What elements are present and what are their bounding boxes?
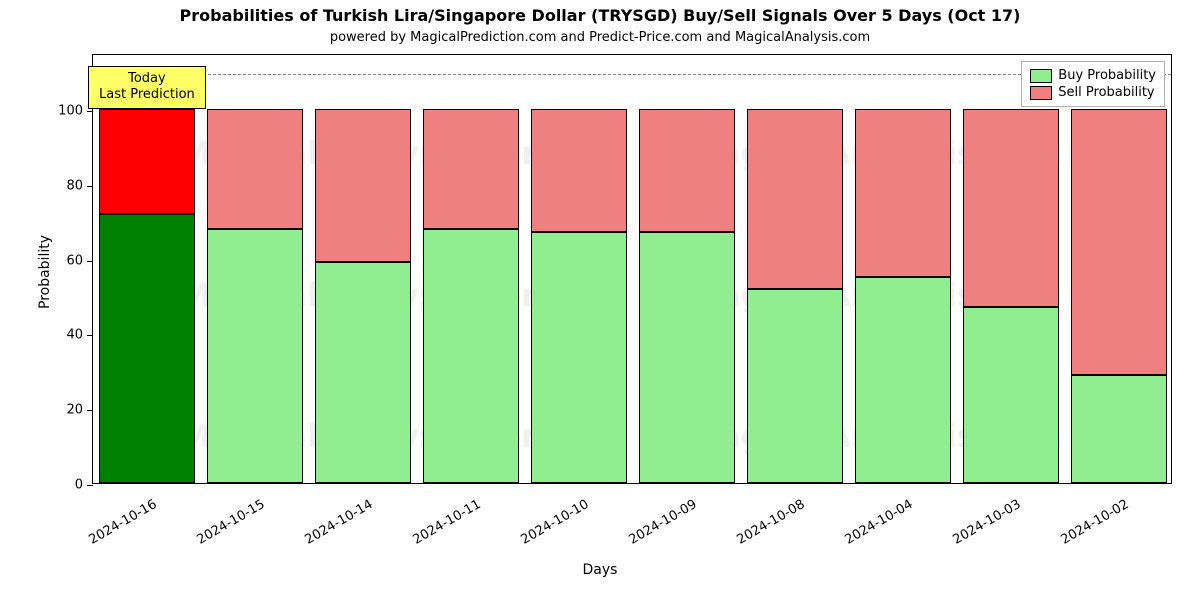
annotation-line: Last Prediction (99, 87, 195, 103)
legend-swatch (1030, 69, 1052, 83)
bar-segment-buy (963, 307, 1058, 483)
bar (747, 53, 842, 483)
bar (1071, 53, 1166, 483)
bar-segment-sell (423, 109, 518, 229)
bar-segment-sell (747, 109, 842, 288)
bar-segment-sell (315, 109, 410, 262)
bar (423, 53, 518, 483)
bar-segment-sell (1071, 109, 1166, 374)
bar (315, 53, 410, 483)
legend-label: Sell Probability (1058, 85, 1154, 100)
x-tick-label: 2024-10-02 (1037, 497, 1131, 560)
bar-segment-buy (1071, 375, 1166, 483)
x-tick-label: 2024-10-16 (65, 497, 159, 560)
x-tick-label: 2024-10-03 (929, 497, 1023, 560)
bar-segment-buy (531, 232, 626, 483)
y-tick: 0 (93, 485, 1171, 486)
legend-item: Buy Probability (1030, 68, 1156, 83)
legend: Buy Probability Sell Probability (1021, 61, 1165, 107)
bar-segment-sell (99, 109, 194, 214)
x-tick-label: 2024-10-09 (605, 497, 699, 560)
chart-subtitle: powered by MagicalPrediction.com and Pre… (0, 30, 1200, 45)
today-annotation: TodayLast Prediction (88, 66, 206, 109)
x-tick-label: 2024-10-08 (713, 497, 807, 560)
y-tick-label: 0 (75, 478, 83, 493)
y-tick-label: 80 (66, 178, 83, 193)
legend-item: Sell Probability (1030, 85, 1156, 100)
bar-segment-buy (99, 214, 194, 483)
bar-segment-sell (963, 109, 1058, 307)
bar (639, 53, 734, 483)
bar-segment-buy (315, 262, 410, 483)
y-axis-label: Probability (37, 235, 53, 309)
x-tick-label: 2024-10-14 (281, 497, 375, 560)
x-tick-label: 2024-10-04 (821, 497, 915, 560)
y-tick-label: 40 (66, 328, 83, 343)
bar-segment-sell (639, 109, 734, 232)
bar-segment-sell (207, 109, 302, 229)
y-tick-label: 100 (58, 104, 83, 119)
bar (207, 53, 302, 483)
figure: Probabilities of Turkish Lira/Singapore … (0, 0, 1200, 600)
chart-title: Probabilities of Turkish Lira/Singapore … (0, 6, 1200, 25)
bar-segment-buy (747, 289, 842, 483)
x-tick-label: 2024-10-15 (173, 497, 267, 560)
legend-swatch (1030, 86, 1052, 100)
bar (531, 53, 626, 483)
annotation-line: Today (99, 71, 195, 87)
plot-area: MagicalAnalysis.comMagicalAnalysis.comMa… (92, 54, 1172, 484)
x-tick-label: 2024-10-10 (497, 497, 591, 560)
bar-segment-buy (639, 232, 734, 483)
bar-segment-buy (855, 277, 950, 483)
bar-segment-sell (531, 109, 626, 232)
y-tick-label: 20 (66, 403, 83, 418)
legend-label: Buy Probability (1058, 68, 1156, 83)
bar (963, 53, 1058, 483)
bar-segment-sell (855, 109, 950, 277)
x-axis-label: Days (0, 562, 1200, 578)
x-tick-label: 2024-10-11 (389, 497, 483, 560)
y-tick-label: 60 (66, 253, 83, 268)
bar-segment-buy (423, 229, 518, 483)
bar (855, 53, 950, 483)
bar (99, 53, 194, 483)
bar-segment-buy (207, 229, 302, 483)
